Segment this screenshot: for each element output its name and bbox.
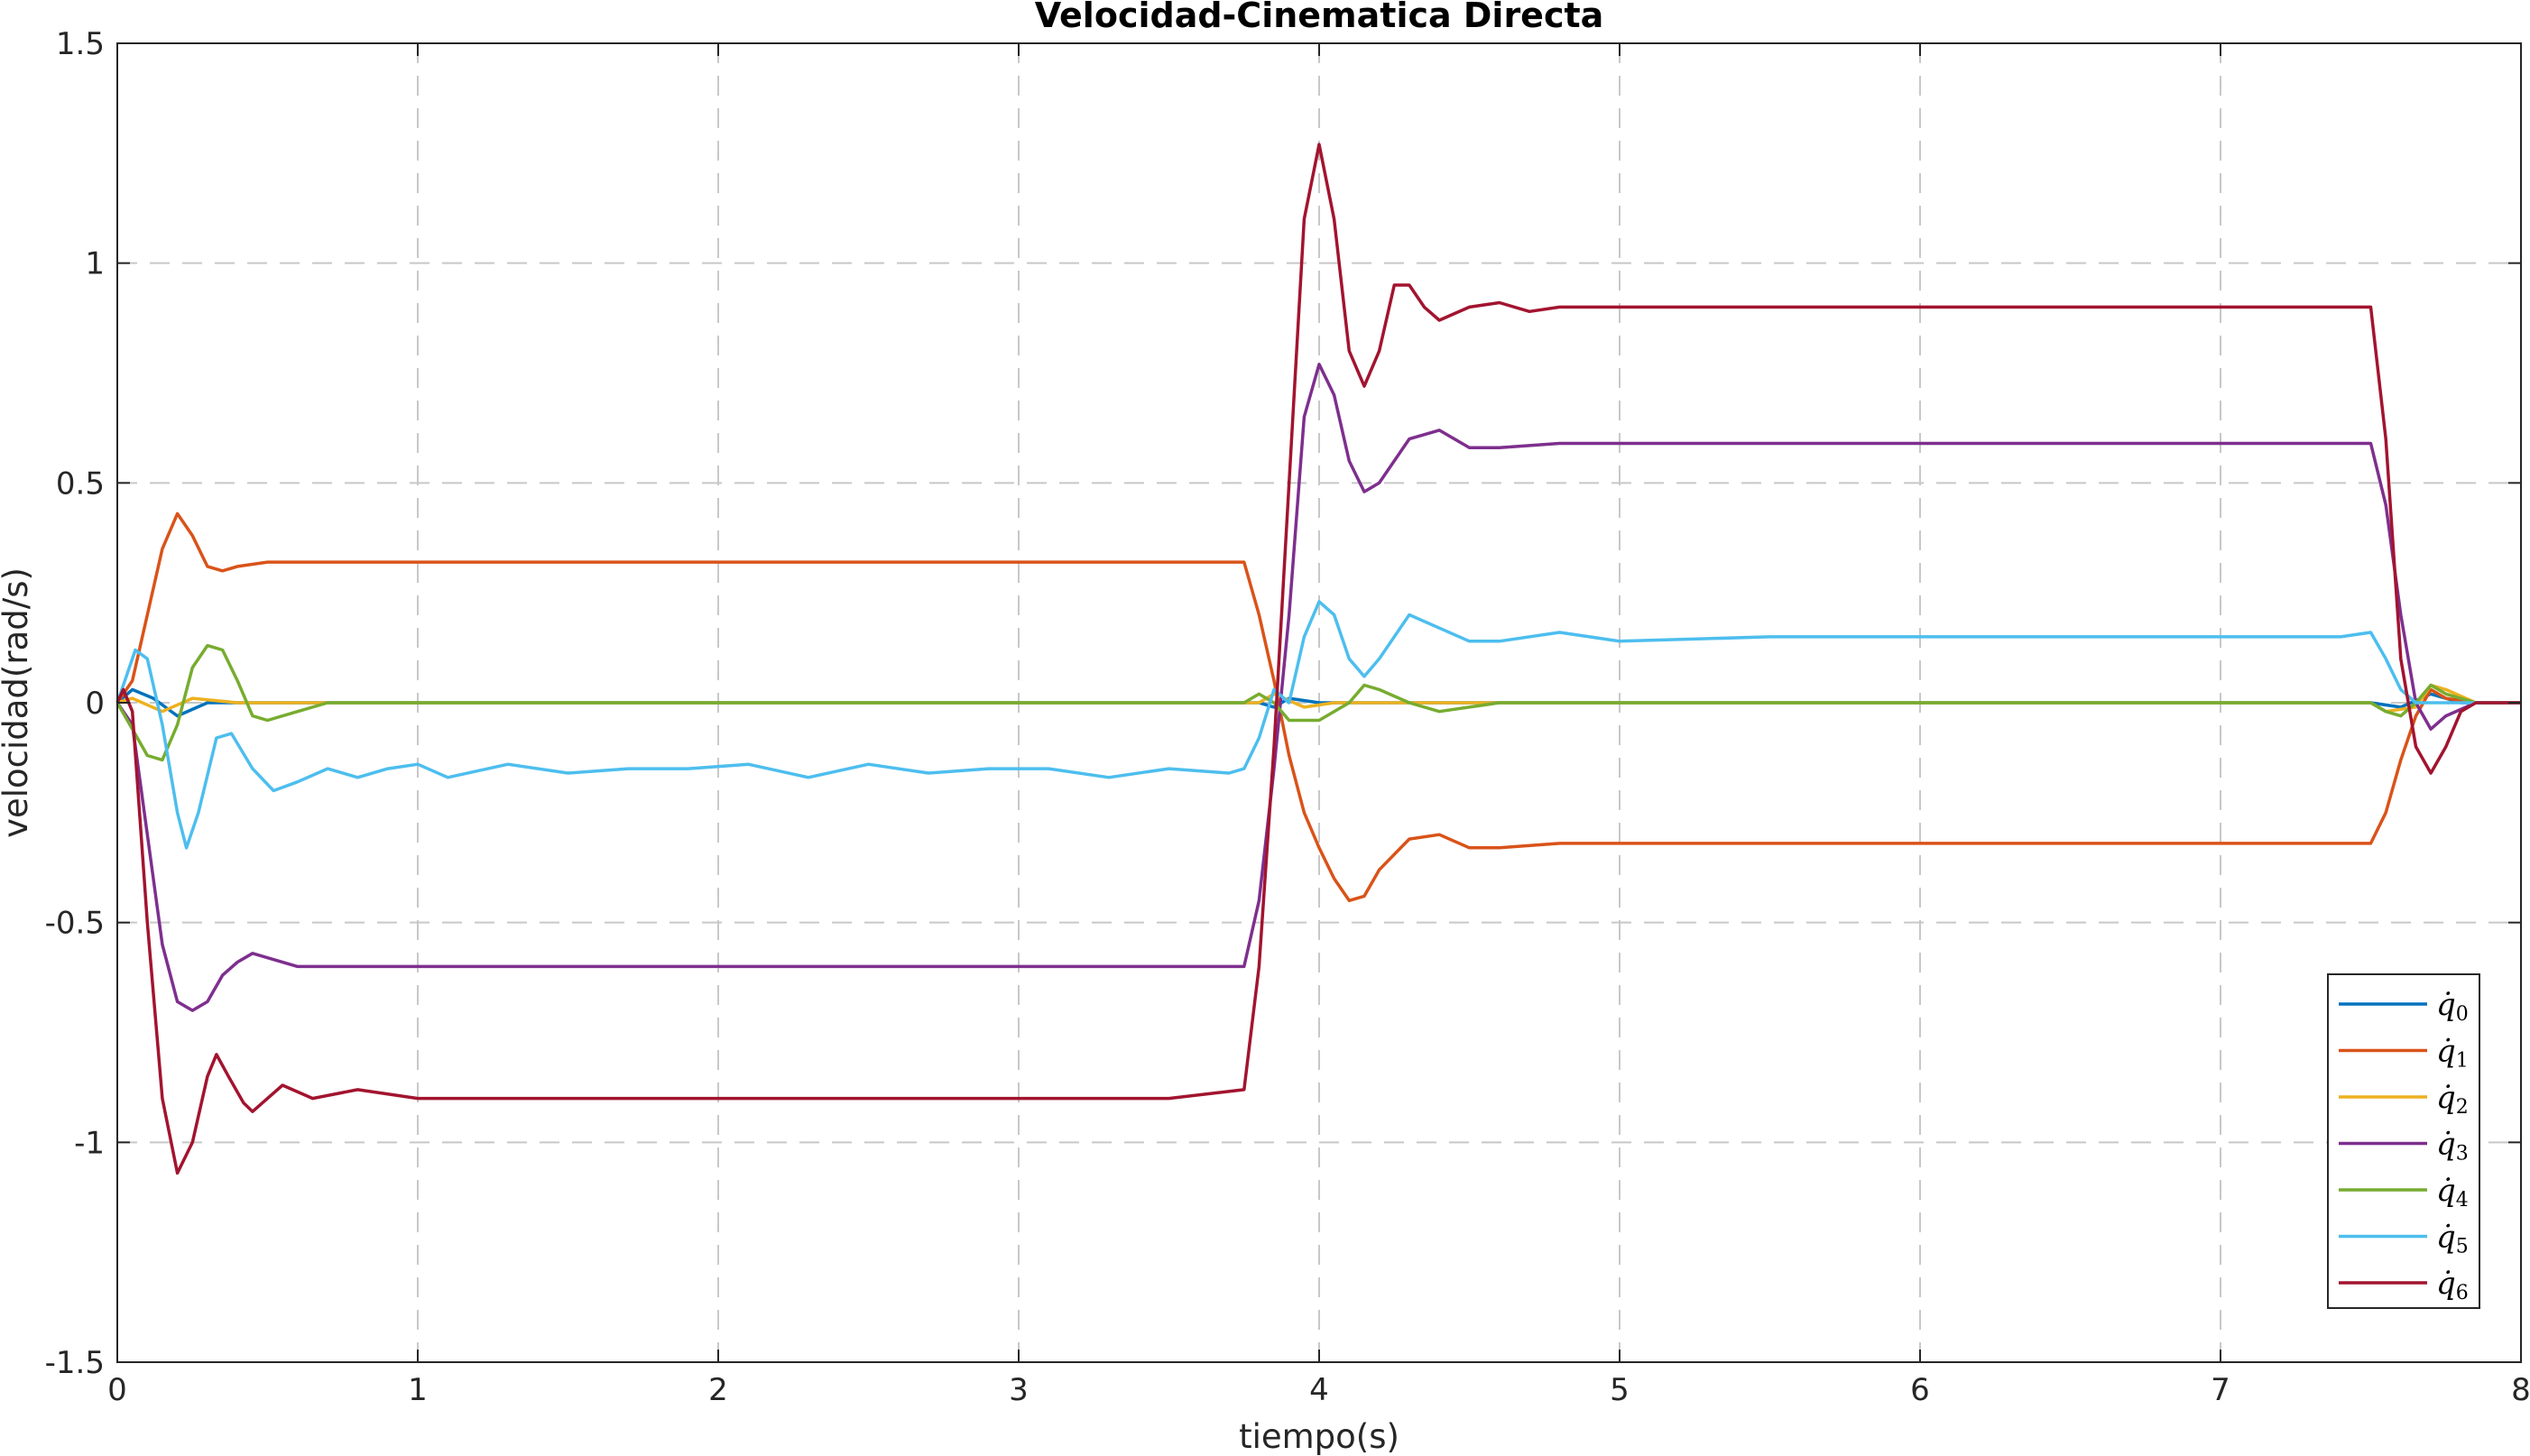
x-tick-label: 4 bbox=[1309, 1372, 1329, 1408]
legend-entry-q4: q̇4 bbox=[2436, 1173, 2469, 1212]
series-line-q4 bbox=[115, 643, 2521, 762]
x-tick-label: 0 bbox=[107, 1372, 127, 1408]
y-tick-label: -1.5 bbox=[45, 1345, 105, 1381]
series-layer bbox=[115, 143, 2521, 1175]
x-axis-label: tiempo(s) bbox=[1239, 1417, 1399, 1456]
x-tick-label: 5 bbox=[1610, 1372, 1630, 1408]
series-line-q1 bbox=[115, 511, 2521, 903]
x-tick-label: 7 bbox=[2211, 1372, 2230, 1408]
axes-ticks: 0 1 2 3 4 5 6 7 8 1.5 1 0.5 0 -0.5 -1 -1.5 bbox=[45, 26, 2530, 1408]
y-tick-label: 1.5 bbox=[56, 26, 105, 62]
x-tick-label: 2 bbox=[708, 1372, 728, 1408]
y-axis-label: velocidad(rad/s) bbox=[0, 567, 35, 838]
legend-entry-q5: q̇5 bbox=[2436, 1220, 2469, 1258]
y-tick-label: -1 bbox=[74, 1125, 105, 1161]
series-line-q5 bbox=[115, 600, 2521, 850]
chart-title: Velocidad-Cinematica Directa bbox=[1035, 0, 1604, 35]
y-tick-label: 0 bbox=[85, 686, 105, 722]
legend: q̇0 q̇1 q̇2 q̇3 q̇4 q̇5 q̇6 bbox=[2327, 973, 2480, 1309]
legend-entry-q1: q̇1 bbox=[2436, 1034, 2469, 1073]
series-line-q3 bbox=[115, 363, 2521, 1012]
series-line-q6 bbox=[115, 143, 2521, 1175]
legend-entry-q2: q̇2 bbox=[2436, 1080, 2469, 1119]
y-tick-label: -0.5 bbox=[45, 906, 105, 942]
x-tick-label: 1 bbox=[408, 1372, 428, 1408]
x-tick-label: 8 bbox=[2511, 1372, 2530, 1408]
x-tick-label: 6 bbox=[1910, 1372, 1930, 1408]
y-tick-label: 0.5 bbox=[56, 465, 105, 502]
x-tick-label: 3 bbox=[1009, 1372, 1029, 1408]
series-line-q2 bbox=[116, 683, 2521, 714]
legend-entry-q0: q̇0 bbox=[2436, 987, 2469, 1026]
legend-entry-q6: q̇6 bbox=[2436, 1266, 2469, 1304]
legend-entry-q3: q̇3 bbox=[2436, 1127, 2469, 1166]
legend-box bbox=[2327, 973, 2480, 1309]
y-tick-label: 1 bbox=[85, 246, 105, 282]
